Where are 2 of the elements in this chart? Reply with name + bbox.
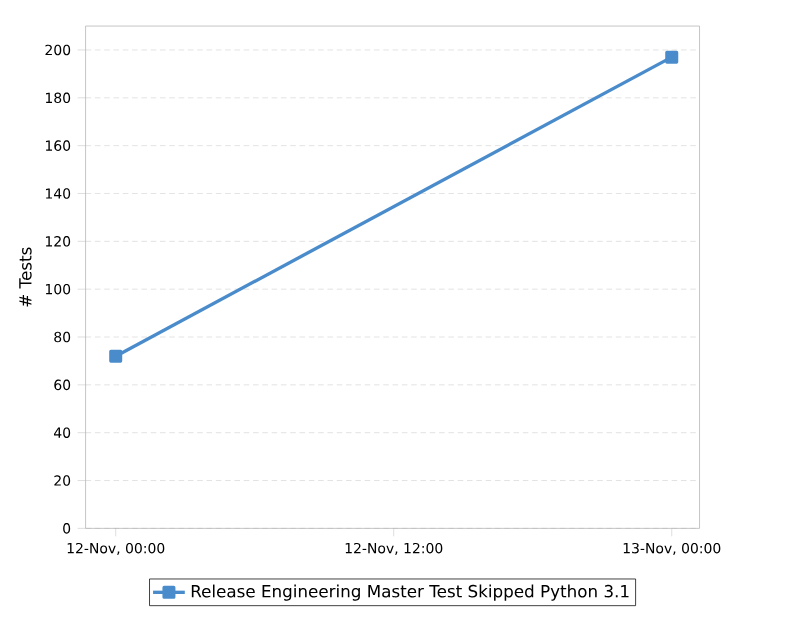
legend-label: Release Engineering Master Test Skipped Python 3.1 bbox=[191, 584, 629, 601]
y-axis-title: # Tests bbox=[19, 247, 32, 307]
